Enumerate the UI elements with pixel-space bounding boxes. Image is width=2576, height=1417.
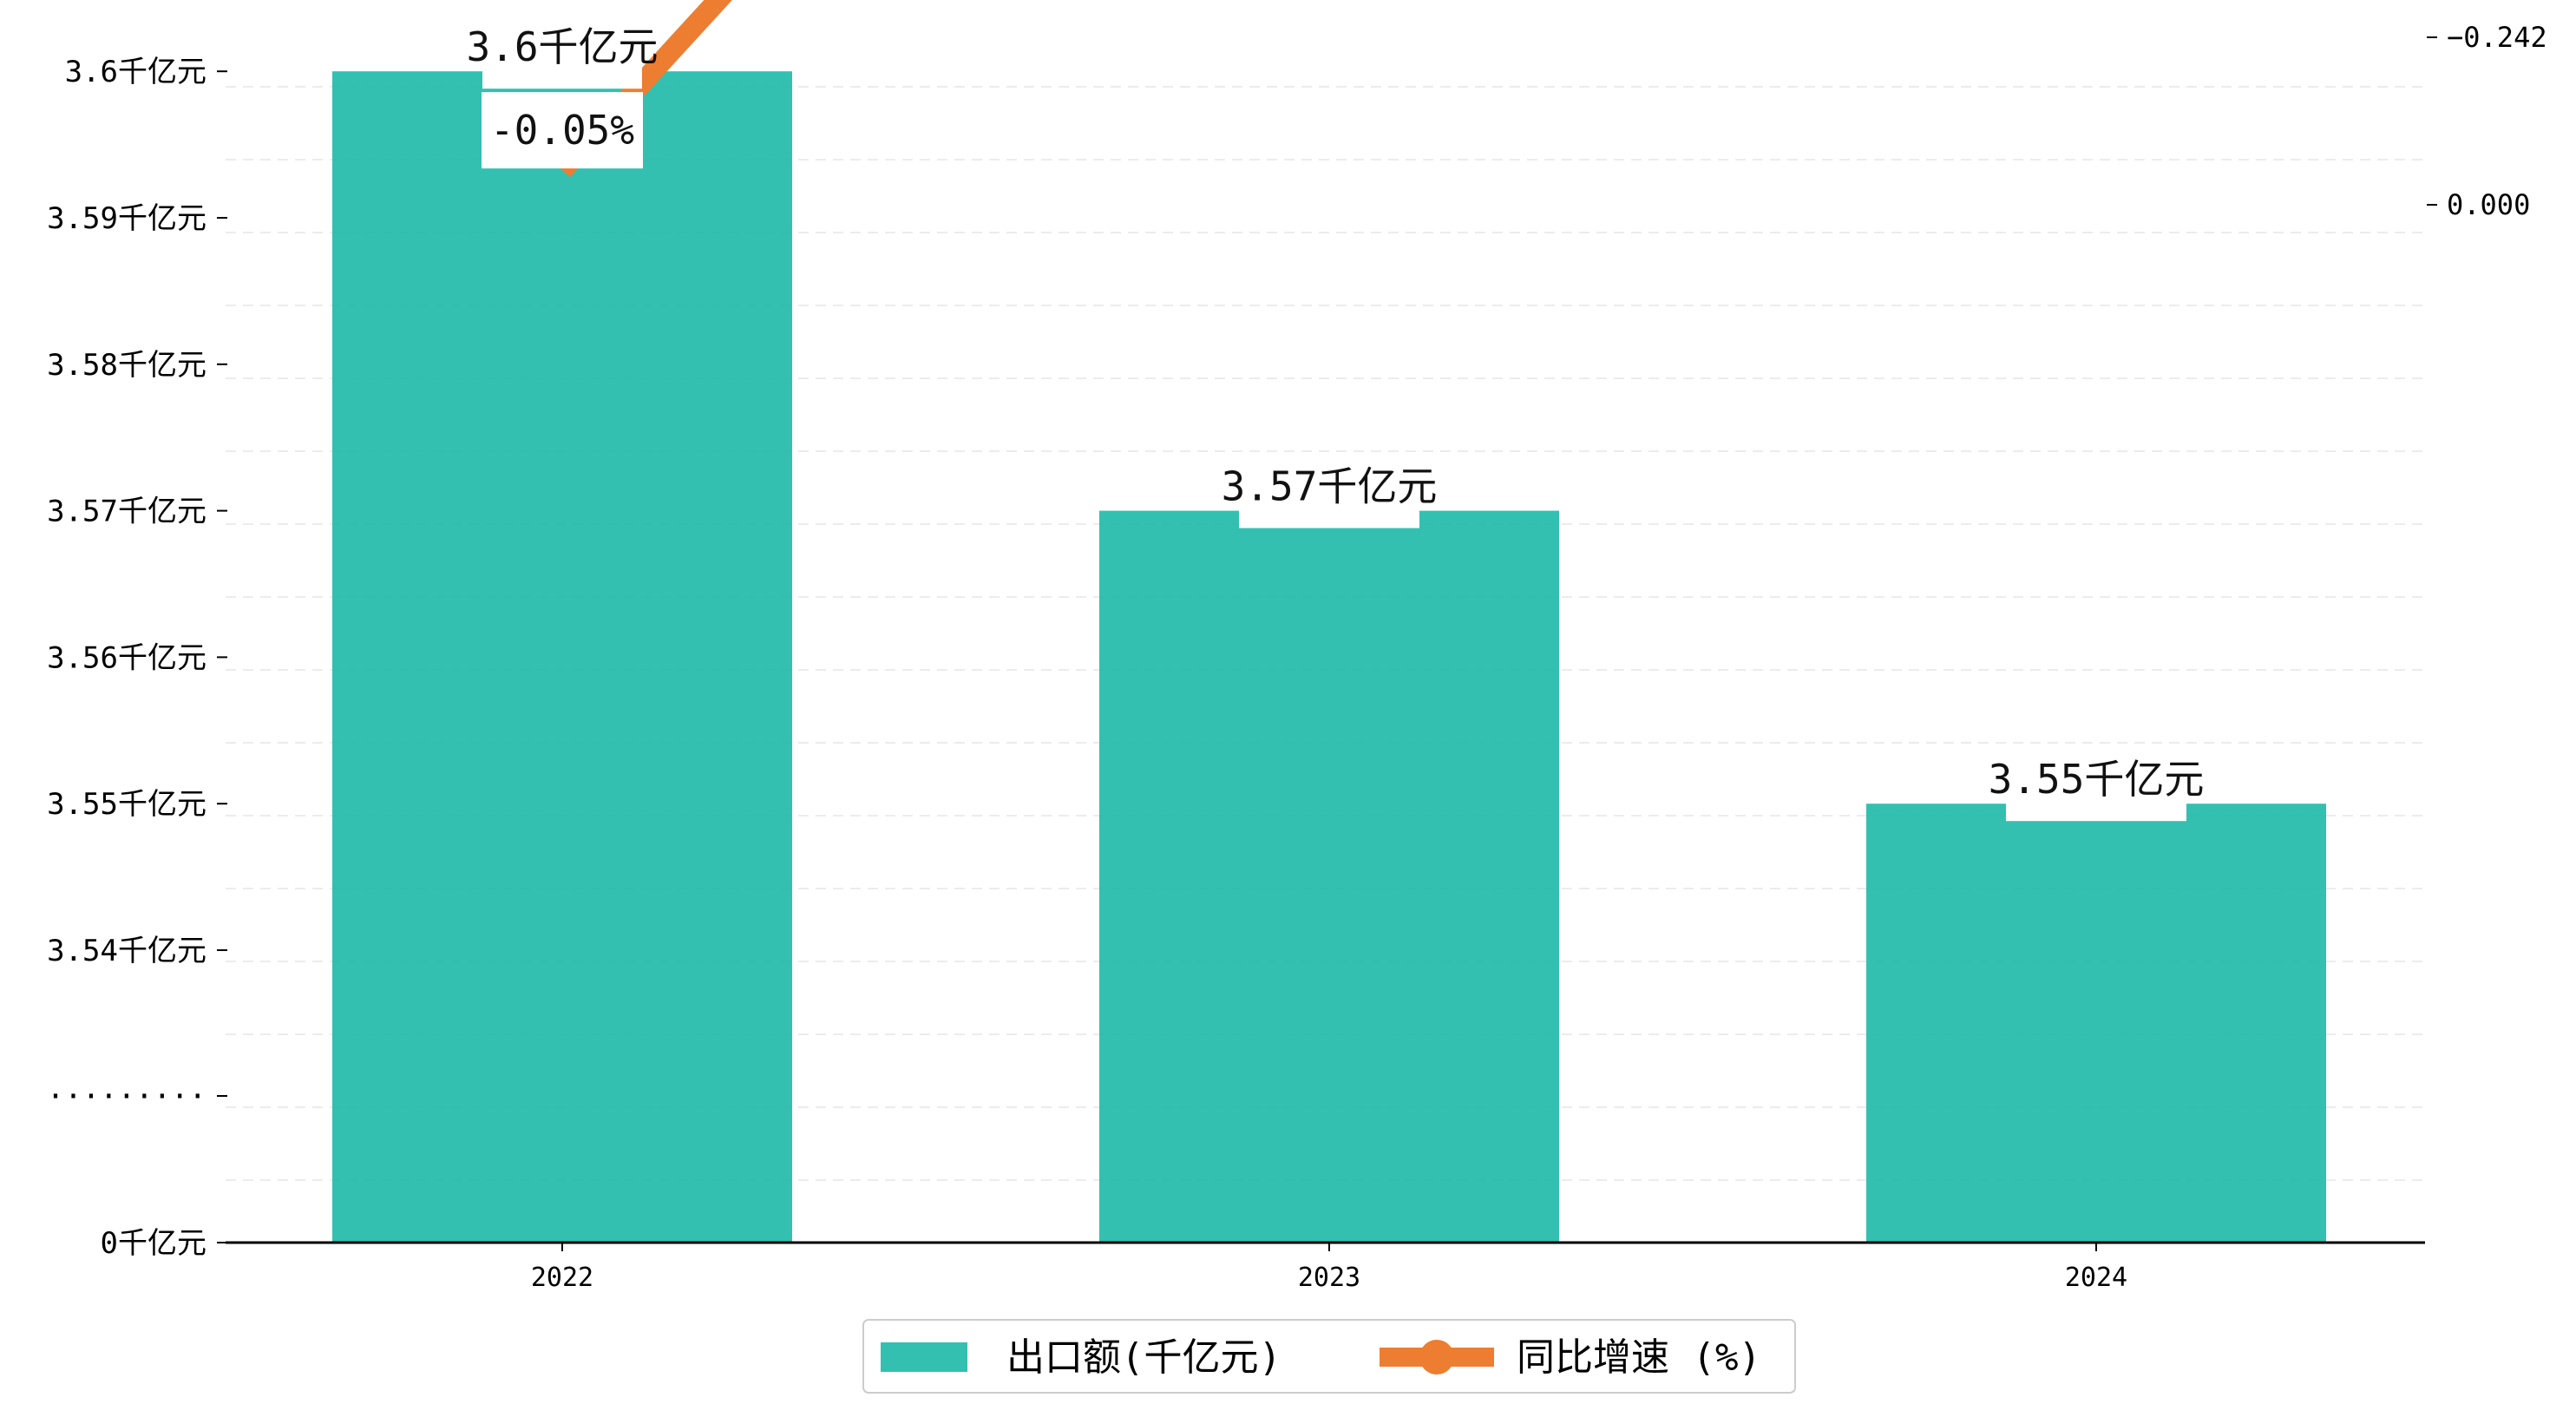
y-left-tick-label: 0千亿元 xyxy=(101,1226,206,1261)
axes: 2022 2023 2024 0千亿元 ········· 3.54千亿元 3.55千亿元 3… xyxy=(47,21,2547,1293)
bar-value-label: 3.6千亿元 xyxy=(466,23,658,70)
line-value-label: -0.05% xyxy=(490,107,634,154)
bar-2024 xyxy=(1866,804,2326,1243)
y-right-tick-label: 0.000 xyxy=(2447,188,2530,221)
y-right-tick-label: −0.242 xyxy=(2447,21,2547,54)
growth-line-path xyxy=(554,0,732,178)
bar-label-bg xyxy=(482,28,642,89)
legend-label-line: 同比增速 (%) xyxy=(1517,1335,1761,1380)
bar-2023 xyxy=(1099,510,1559,1243)
bar-label-bg xyxy=(1239,467,1419,528)
legend-swatch-marker xyxy=(1419,1340,1454,1374)
y-left-tick-label: 3.56千亿元 xyxy=(47,640,206,675)
x-tick-label: 2022 xyxy=(531,1263,593,1293)
legend-box xyxy=(862,1319,1796,1394)
bars xyxy=(332,71,2326,1243)
y-left-tick-label: 3.55千亿元 xyxy=(47,787,206,822)
line-label-bg xyxy=(482,92,643,169)
y-left-tick-label: ········· xyxy=(47,1079,206,1114)
y-left-tick-label: 3.59千亿元 xyxy=(47,201,206,236)
x-tick-label: 2023 xyxy=(1298,1263,1360,1293)
bar-label-bg xyxy=(2006,760,2186,822)
growth-line xyxy=(554,0,732,178)
y-left-tick-label: 3.57千亿元 xyxy=(47,495,206,529)
y-left-tick-label: 3.54千亿元 xyxy=(47,934,206,968)
bar-value-label: 3.57千亿元 xyxy=(1222,463,1438,510)
legend-swatch-bar xyxy=(881,1342,967,1372)
x-tick-label: 2024 xyxy=(2065,1263,2127,1293)
y-left-tick-label: 3.6千亿元 xyxy=(65,55,206,89)
y-left-tick-label: 3.58千亿元 xyxy=(47,348,206,383)
legend-label-bar: 出口额(千亿元) xyxy=(1006,1335,1281,1380)
legend: 出口额(千亿元) 同比增速 (%) xyxy=(862,1319,1796,1394)
bar-2022 xyxy=(332,71,792,1243)
bar-value-label: 3.55千亿元 xyxy=(1989,756,2205,803)
